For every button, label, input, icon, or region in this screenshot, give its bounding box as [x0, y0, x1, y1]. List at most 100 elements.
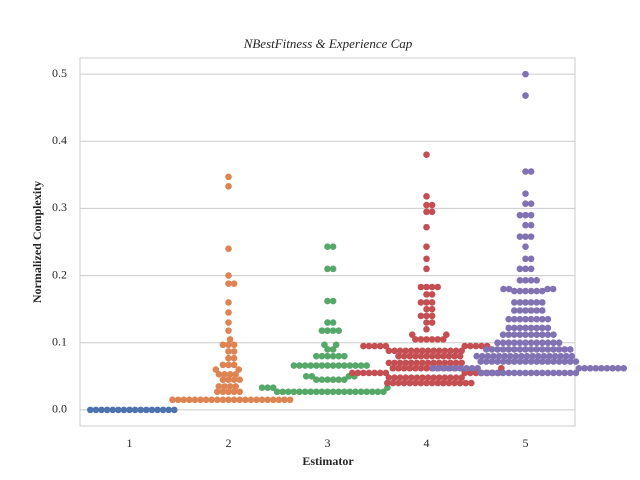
data-point [516, 287, 524, 295]
data-point [329, 352, 337, 360]
data-point [230, 376, 238, 383]
data-point [472, 342, 480, 350]
data-point [505, 339, 512, 347]
data-point [242, 396, 249, 404]
data-point [235, 366, 243, 373]
data-point [522, 211, 529, 219]
data-point [407, 374, 415, 381]
data-point [400, 352, 408, 360]
data-point [226, 370, 234, 378]
data-point [550, 331, 557, 338]
data-point [527, 299, 535, 306]
data-point [440, 379, 447, 387]
data-point [423, 299, 430, 306]
data-point [468, 379, 475, 387]
data-point [555, 369, 563, 377]
data-point [452, 374, 460, 381]
data-point [335, 362, 343, 369]
data-point [308, 373, 316, 380]
data-point [329, 346, 337, 353]
data-point [341, 352, 348, 360]
data-point [225, 341, 232, 349]
data-point [451, 352, 458, 360]
data-point [522, 190, 529, 197]
data-point [324, 319, 331, 326]
data-point [396, 347, 404, 355]
data-point [225, 388, 232, 396]
data-point [572, 369, 580, 377]
y-tick-label: 0.4 [52, 133, 67, 147]
data-point [424, 374, 432, 381]
data-point [533, 315, 540, 323]
data-point [191, 396, 199, 404]
data-point [443, 331, 450, 338]
data-point [171, 406, 178, 414]
data-point [539, 358, 546, 365]
data-point [406, 364, 414, 372]
data-point [360, 369, 367, 377]
data-point [428, 312, 436, 320]
data-point [382, 342, 390, 350]
data-point [561, 358, 568, 365]
data-point [363, 362, 371, 369]
data-point [423, 305, 430, 313]
data-point [522, 243, 529, 251]
data-point [428, 336, 436, 343]
data-point [321, 341, 328, 349]
data-point [522, 233, 529, 240]
data-point [423, 319, 430, 326]
data-point [505, 358, 512, 365]
data-point [598, 364, 605, 372]
x-tick-label: 4 [424, 436, 430, 450]
data-point [516, 211, 524, 219]
data-point [505, 331, 512, 338]
data-point [539, 339, 546, 347]
data-point [586, 364, 594, 372]
data-point [324, 327, 331, 334]
data-point [522, 168, 529, 175]
x-tick-label: 3 [325, 436, 331, 450]
data-point [512, 352, 520, 360]
y-tick-label: 0.3 [52, 200, 67, 214]
data-point [363, 388, 371, 396]
data-point [412, 336, 419, 343]
data-point [527, 233, 535, 240]
data-point [516, 276, 524, 284]
data-point [419, 359, 426, 367]
data-point [511, 339, 518, 347]
data-point [329, 388, 337, 396]
data-point [279, 388, 287, 396]
data-point [533, 324, 540, 332]
data-point [477, 358, 485, 365]
data-point [301, 362, 309, 369]
data-point [561, 346, 568, 353]
data-point [546, 352, 553, 360]
data-point [434, 352, 442, 360]
data-point [417, 299, 425, 306]
data-point [533, 299, 540, 306]
data-point [396, 374, 404, 381]
data-point [346, 388, 354, 396]
data-point [143, 406, 150, 414]
data-point [501, 352, 508, 360]
data-point [516, 265, 524, 273]
data-point [522, 339, 529, 347]
data-point [539, 324, 546, 332]
data-point [341, 388, 348, 396]
data-point [523, 352, 531, 360]
data-point [499, 339, 507, 347]
data-point [402, 347, 409, 355]
data-point [441, 347, 449, 355]
data-point [214, 396, 221, 404]
data-point [527, 200, 535, 208]
data-point [313, 362, 320, 369]
data-point [505, 285, 513, 293]
data-point [307, 362, 315, 369]
data-point [522, 255, 529, 263]
data-point [371, 342, 378, 350]
data-point [225, 182, 232, 190]
data-point [324, 352, 331, 360]
data-point [221, 383, 228, 390]
data-point [527, 339, 535, 347]
data-point [423, 208, 430, 216]
